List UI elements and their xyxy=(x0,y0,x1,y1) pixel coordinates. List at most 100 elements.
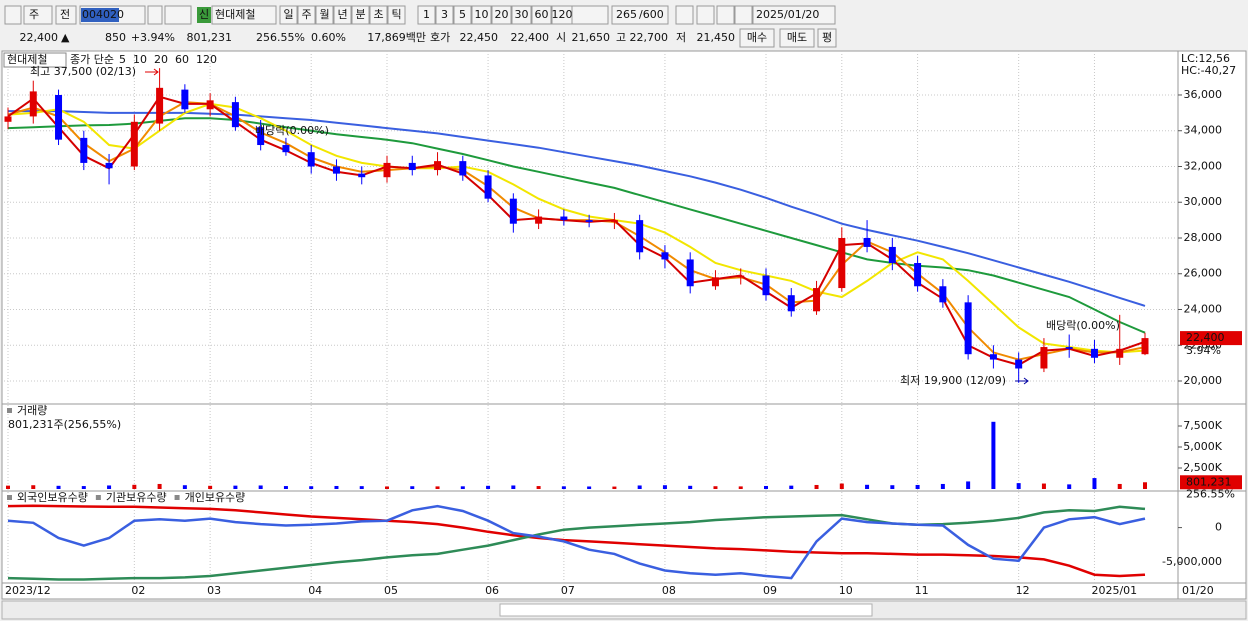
candle-body xyxy=(408,162,416,171)
x-tick-label: 07 xyxy=(561,584,575,597)
legend-entry: 5 xyxy=(119,53,126,66)
candle-body xyxy=(307,152,315,167)
button[interactable] xyxy=(147,5,163,25)
button[interactable] xyxy=(779,28,815,48)
candle-body xyxy=(661,252,669,260)
y-tick-label: 34,000 xyxy=(1184,124,1223,137)
button[interactable] xyxy=(333,5,352,25)
button[interactable] xyxy=(734,5,753,25)
button[interactable] xyxy=(471,5,492,25)
button[interactable] xyxy=(752,5,836,25)
button[interactable] xyxy=(739,28,775,48)
quote-turnover: 0.60% xyxy=(311,31,346,44)
candle-body xyxy=(459,161,467,176)
y-tick-label: 30,000 xyxy=(1184,195,1223,208)
button[interactable] xyxy=(571,5,609,25)
volume-bar xyxy=(359,486,364,489)
interval-button: 5 xyxy=(459,8,466,21)
button[interactable] xyxy=(675,5,694,25)
x-tick-label: 04 xyxy=(308,584,322,597)
quote-price: 22,400 xyxy=(20,31,59,44)
annotation: 배당락(0.00%) xyxy=(255,124,329,137)
button[interactable] xyxy=(4,5,22,25)
button[interactable] xyxy=(696,5,715,25)
volume-bar xyxy=(612,486,617,489)
quote-amount: 17,869백만 xyxy=(367,31,426,44)
y-tick-label: 20,000 xyxy=(1184,374,1223,387)
badge xyxy=(197,7,211,23)
volume-bar xyxy=(915,484,920,489)
volume-bar xyxy=(132,484,137,489)
candle-body xyxy=(282,145,290,153)
legend-entry: 기관보유수량 xyxy=(106,491,167,504)
y-tick-label: 28,000 xyxy=(1184,231,1223,244)
legend-entry: 20 xyxy=(154,53,168,66)
count: 265 xyxy=(616,8,637,21)
button[interactable] xyxy=(297,5,316,25)
interval-button: 30 xyxy=(515,8,529,21)
interval-button: 60 xyxy=(535,8,549,21)
last-volume-rate: 256.55% xyxy=(1186,487,1235,500)
button[interactable] xyxy=(315,5,334,25)
button[interactable] xyxy=(716,5,735,25)
volume-bar xyxy=(1143,482,1147,489)
period-button: 초 xyxy=(373,8,383,21)
candle-body xyxy=(787,295,795,312)
last-price: 22,400 xyxy=(1186,331,1225,344)
volume-bar xyxy=(410,486,415,489)
quote-high-label: 고 xyxy=(616,31,626,44)
volume-bar xyxy=(486,485,491,489)
button[interactable] xyxy=(453,5,472,25)
stock-code: 004020 xyxy=(82,8,124,21)
button[interactable] xyxy=(369,5,388,25)
series-line xyxy=(7,505,1146,581)
volume-bar xyxy=(258,485,263,489)
button[interactable] xyxy=(491,5,512,25)
volume-bar xyxy=(789,485,794,489)
x-tick-label: 12 xyxy=(1016,584,1030,597)
scroll-thumb[interactable] xyxy=(499,603,873,617)
candle-body xyxy=(914,263,922,287)
code-highlight xyxy=(81,8,119,22)
volume-bar xyxy=(511,485,516,489)
y-tick-label: 7,500K xyxy=(1183,419,1222,432)
last-price-box xyxy=(1180,331,1242,346)
button[interactable] xyxy=(611,5,669,25)
badge-text: 신 xyxy=(199,8,209,21)
button[interactable] xyxy=(387,5,406,25)
x-tick-label: 05 xyxy=(384,584,398,597)
button[interactable] xyxy=(511,5,532,25)
volume-bar xyxy=(814,484,819,489)
candle-body xyxy=(1141,338,1149,355)
candle-body xyxy=(888,246,896,264)
candle-body xyxy=(1040,347,1048,369)
button[interactable] xyxy=(55,5,77,25)
legend-entry: 60 xyxy=(175,53,189,66)
button[interactable] xyxy=(351,5,370,25)
annotation-arrow xyxy=(1015,377,1029,385)
period-button: 분 xyxy=(355,8,365,21)
button[interactable] xyxy=(211,5,277,25)
quote-volume-rate: 256.55% xyxy=(256,31,305,44)
candle-body xyxy=(1015,359,1023,369)
y-tick-label: 32,000 xyxy=(1184,159,1223,172)
volume-bar xyxy=(561,486,566,489)
button[interactable] xyxy=(435,5,454,25)
quote-low-label: 저 xyxy=(676,31,686,44)
legend-marker xyxy=(174,495,180,500)
candle-body xyxy=(737,275,745,278)
panel-subtitle: 801,231주(256,55%) xyxy=(8,418,121,431)
legend-marker xyxy=(7,408,12,413)
button[interactable] xyxy=(23,5,53,25)
button[interactable] xyxy=(279,5,298,25)
legend-title: 종가 단순 xyxy=(70,53,114,66)
volume-bar xyxy=(738,486,743,489)
button[interactable] xyxy=(531,5,552,25)
button[interactable] xyxy=(817,28,837,48)
candle-body xyxy=(105,162,113,169)
button[interactable] xyxy=(164,5,192,25)
button[interactable] xyxy=(417,5,436,25)
series-line xyxy=(7,102,1146,354)
candle-body xyxy=(711,277,719,287)
quote-volume: 801,231 xyxy=(187,31,233,44)
